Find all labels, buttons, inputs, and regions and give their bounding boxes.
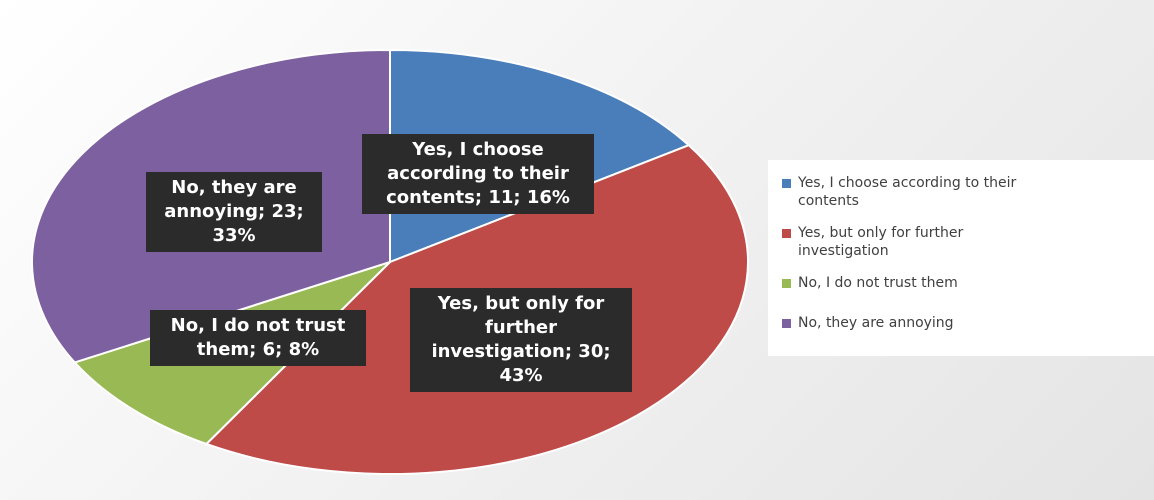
legend-swatch-1 <box>782 229 791 238</box>
data-label-2: No, I do not trust them; 6; 8% <box>150 310 366 366</box>
legend-item-0: Yes, I choose according to their content… <box>782 174 1148 210</box>
data-label-3: No, they are annoying; 23; 33% <box>146 172 322 252</box>
legend-item-3: No, they are annoying <box>782 314 1148 332</box>
legend-item-1: Yes, but only for further investigation <box>782 224 1148 260</box>
legend-item-2: No, I do not trust them <box>782 274 1148 292</box>
legend-label-0: Yes, I choose according to their content… <box>798 175 1017 209</box>
legend-label-1: Yes, but only for further investigation <box>798 225 964 259</box>
legend-swatch-0 <box>782 179 791 188</box>
legend-label-2: No, I do not trust them <box>798 275 958 291</box>
legend-swatch-3 <box>782 319 791 328</box>
data-label-0: Yes, I choose according to their content… <box>362 134 594 214</box>
legend-label-3: No, they are annoying <box>798 315 954 331</box>
legend: Yes, I choose according to their content… <box>768 160 1154 356</box>
data-label-1: Yes, but only for further investigation;… <box>410 288 632 392</box>
legend-swatch-2 <box>782 279 791 288</box>
